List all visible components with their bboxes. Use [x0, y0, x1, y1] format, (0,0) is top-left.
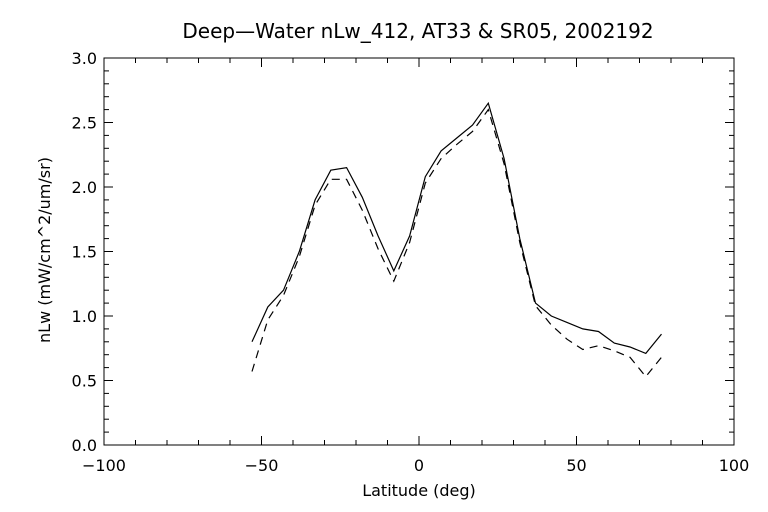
y-tick-label: 1.0: [72, 307, 97, 326]
series-line-solid: [251, 101, 662, 355]
y-tick-label: 0.5: [72, 372, 97, 391]
x-tick-label: 50: [566, 456, 586, 475]
y-axis-tick-labels: 0.0 0.5 1.0 1.5 2.0 2.5 3.0: [72, 49, 97, 455]
y-tick-label: 1.5: [72, 243, 97, 262]
y-tick-label: 2.0: [72, 178, 97, 197]
y-tick-label: 2.5: [72, 114, 97, 133]
x-tick-label: −50: [245, 456, 279, 475]
plot-frame: [103, 57, 735, 446]
y-axis-title: nLw (mW/cm^2/um/sr): [35, 157, 54, 343]
y-tick-label: 3.0: [72, 49, 97, 68]
x-tick-label: −100: [82, 456, 126, 475]
x-axis-title: Latitude (deg): [362, 481, 476, 500]
x-axis-ticks: [103, 58, 735, 445]
y-axis-ticks: [104, 57, 734, 446]
x-axis-tick-labels: −100 −50 0 50 100: [82, 456, 749, 475]
series-group: [251, 101, 662, 378]
x-tick-label: 100: [719, 456, 750, 475]
x-tick-label: 0: [414, 456, 424, 475]
chart-title: Deep—Water nLw_412, AT33 & SR05, 2002192: [182, 19, 653, 43]
series-line-dashed: [251, 108, 662, 378]
y-tick-label: 0.0: [72, 436, 97, 455]
